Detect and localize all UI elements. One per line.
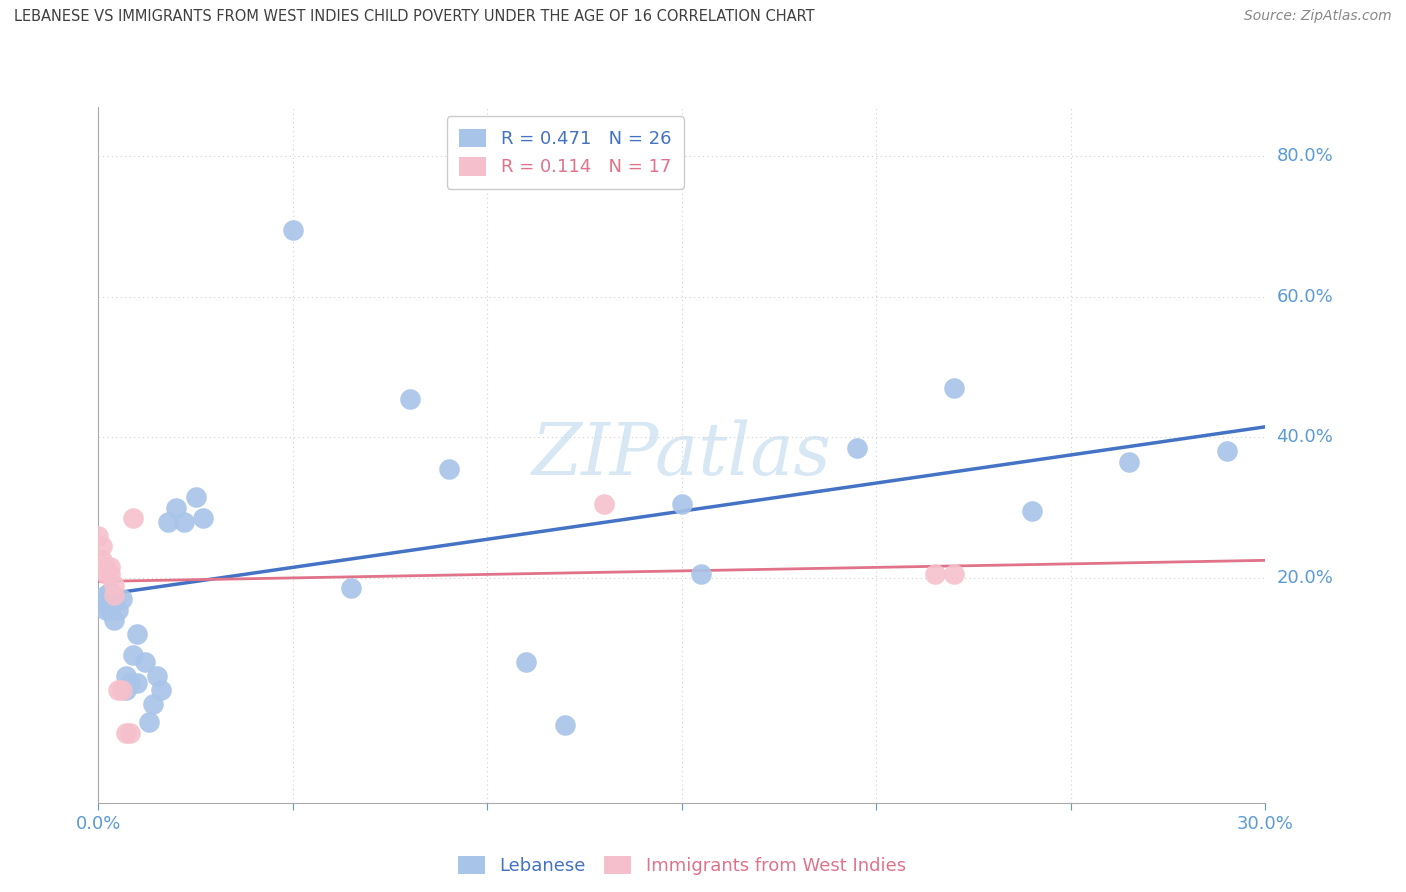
Point <box>127 676 149 690</box>
Point <box>87 529 110 543</box>
Text: 60.0%: 60.0% <box>1277 288 1333 306</box>
Point <box>122 648 145 663</box>
Point <box>91 595 114 609</box>
Point <box>118 676 141 690</box>
Point <box>398 392 420 406</box>
Point <box>107 602 129 616</box>
Point <box>515 655 537 669</box>
Point <box>554 718 576 732</box>
Text: 40.0%: 40.0% <box>1277 428 1333 446</box>
Point <box>1215 444 1237 458</box>
Text: 80.0%: 80.0% <box>1277 147 1333 165</box>
Point <box>146 669 169 683</box>
Point <box>184 490 207 504</box>
Point <box>96 567 118 582</box>
Point <box>690 567 713 582</box>
Point <box>114 683 136 698</box>
Point <box>114 669 136 683</box>
Point <box>118 725 141 739</box>
Point <box>149 683 172 698</box>
Point <box>157 515 180 529</box>
Point <box>437 462 460 476</box>
Point <box>98 585 121 599</box>
Point <box>671 497 693 511</box>
Point <box>98 567 121 582</box>
Point <box>173 515 195 529</box>
Point <box>96 560 118 574</box>
Point <box>1021 504 1043 518</box>
Point <box>91 539 114 553</box>
Point <box>111 592 134 607</box>
Point <box>107 683 129 698</box>
Point <box>111 683 134 698</box>
Point <box>103 589 125 603</box>
Point <box>142 698 165 712</box>
Point <box>943 567 966 582</box>
Point <box>114 725 136 739</box>
Legend: Lebanese, Immigrants from West Indies: Lebanese, Immigrants from West Indies <box>449 847 915 884</box>
Text: LEBANESE VS IMMIGRANTS FROM WEST INDIES CHILD POVERTY UNDER THE AGE OF 16 CORREL: LEBANESE VS IMMIGRANTS FROM WEST INDIES … <box>14 9 814 24</box>
Point <box>593 497 616 511</box>
Point <box>103 578 125 592</box>
Point <box>1118 455 1140 469</box>
Text: 20.0%: 20.0% <box>1277 569 1333 587</box>
Point <box>134 655 156 669</box>
Point <box>96 602 118 616</box>
Point <box>98 560 121 574</box>
Point <box>165 500 187 515</box>
Point <box>127 627 149 641</box>
Point <box>138 714 160 729</box>
Point <box>924 567 946 582</box>
Text: ZIPatlas: ZIPatlas <box>531 419 832 491</box>
Point <box>122 511 145 525</box>
Point <box>98 602 121 616</box>
Point <box>340 582 363 596</box>
Point <box>943 381 966 395</box>
Point <box>96 589 118 603</box>
Point <box>193 511 215 525</box>
Text: Source: ZipAtlas.com: Source: ZipAtlas.com <box>1244 9 1392 23</box>
Point <box>91 553 114 567</box>
Point <box>103 613 125 627</box>
Point <box>281 223 304 237</box>
Point <box>845 441 868 455</box>
